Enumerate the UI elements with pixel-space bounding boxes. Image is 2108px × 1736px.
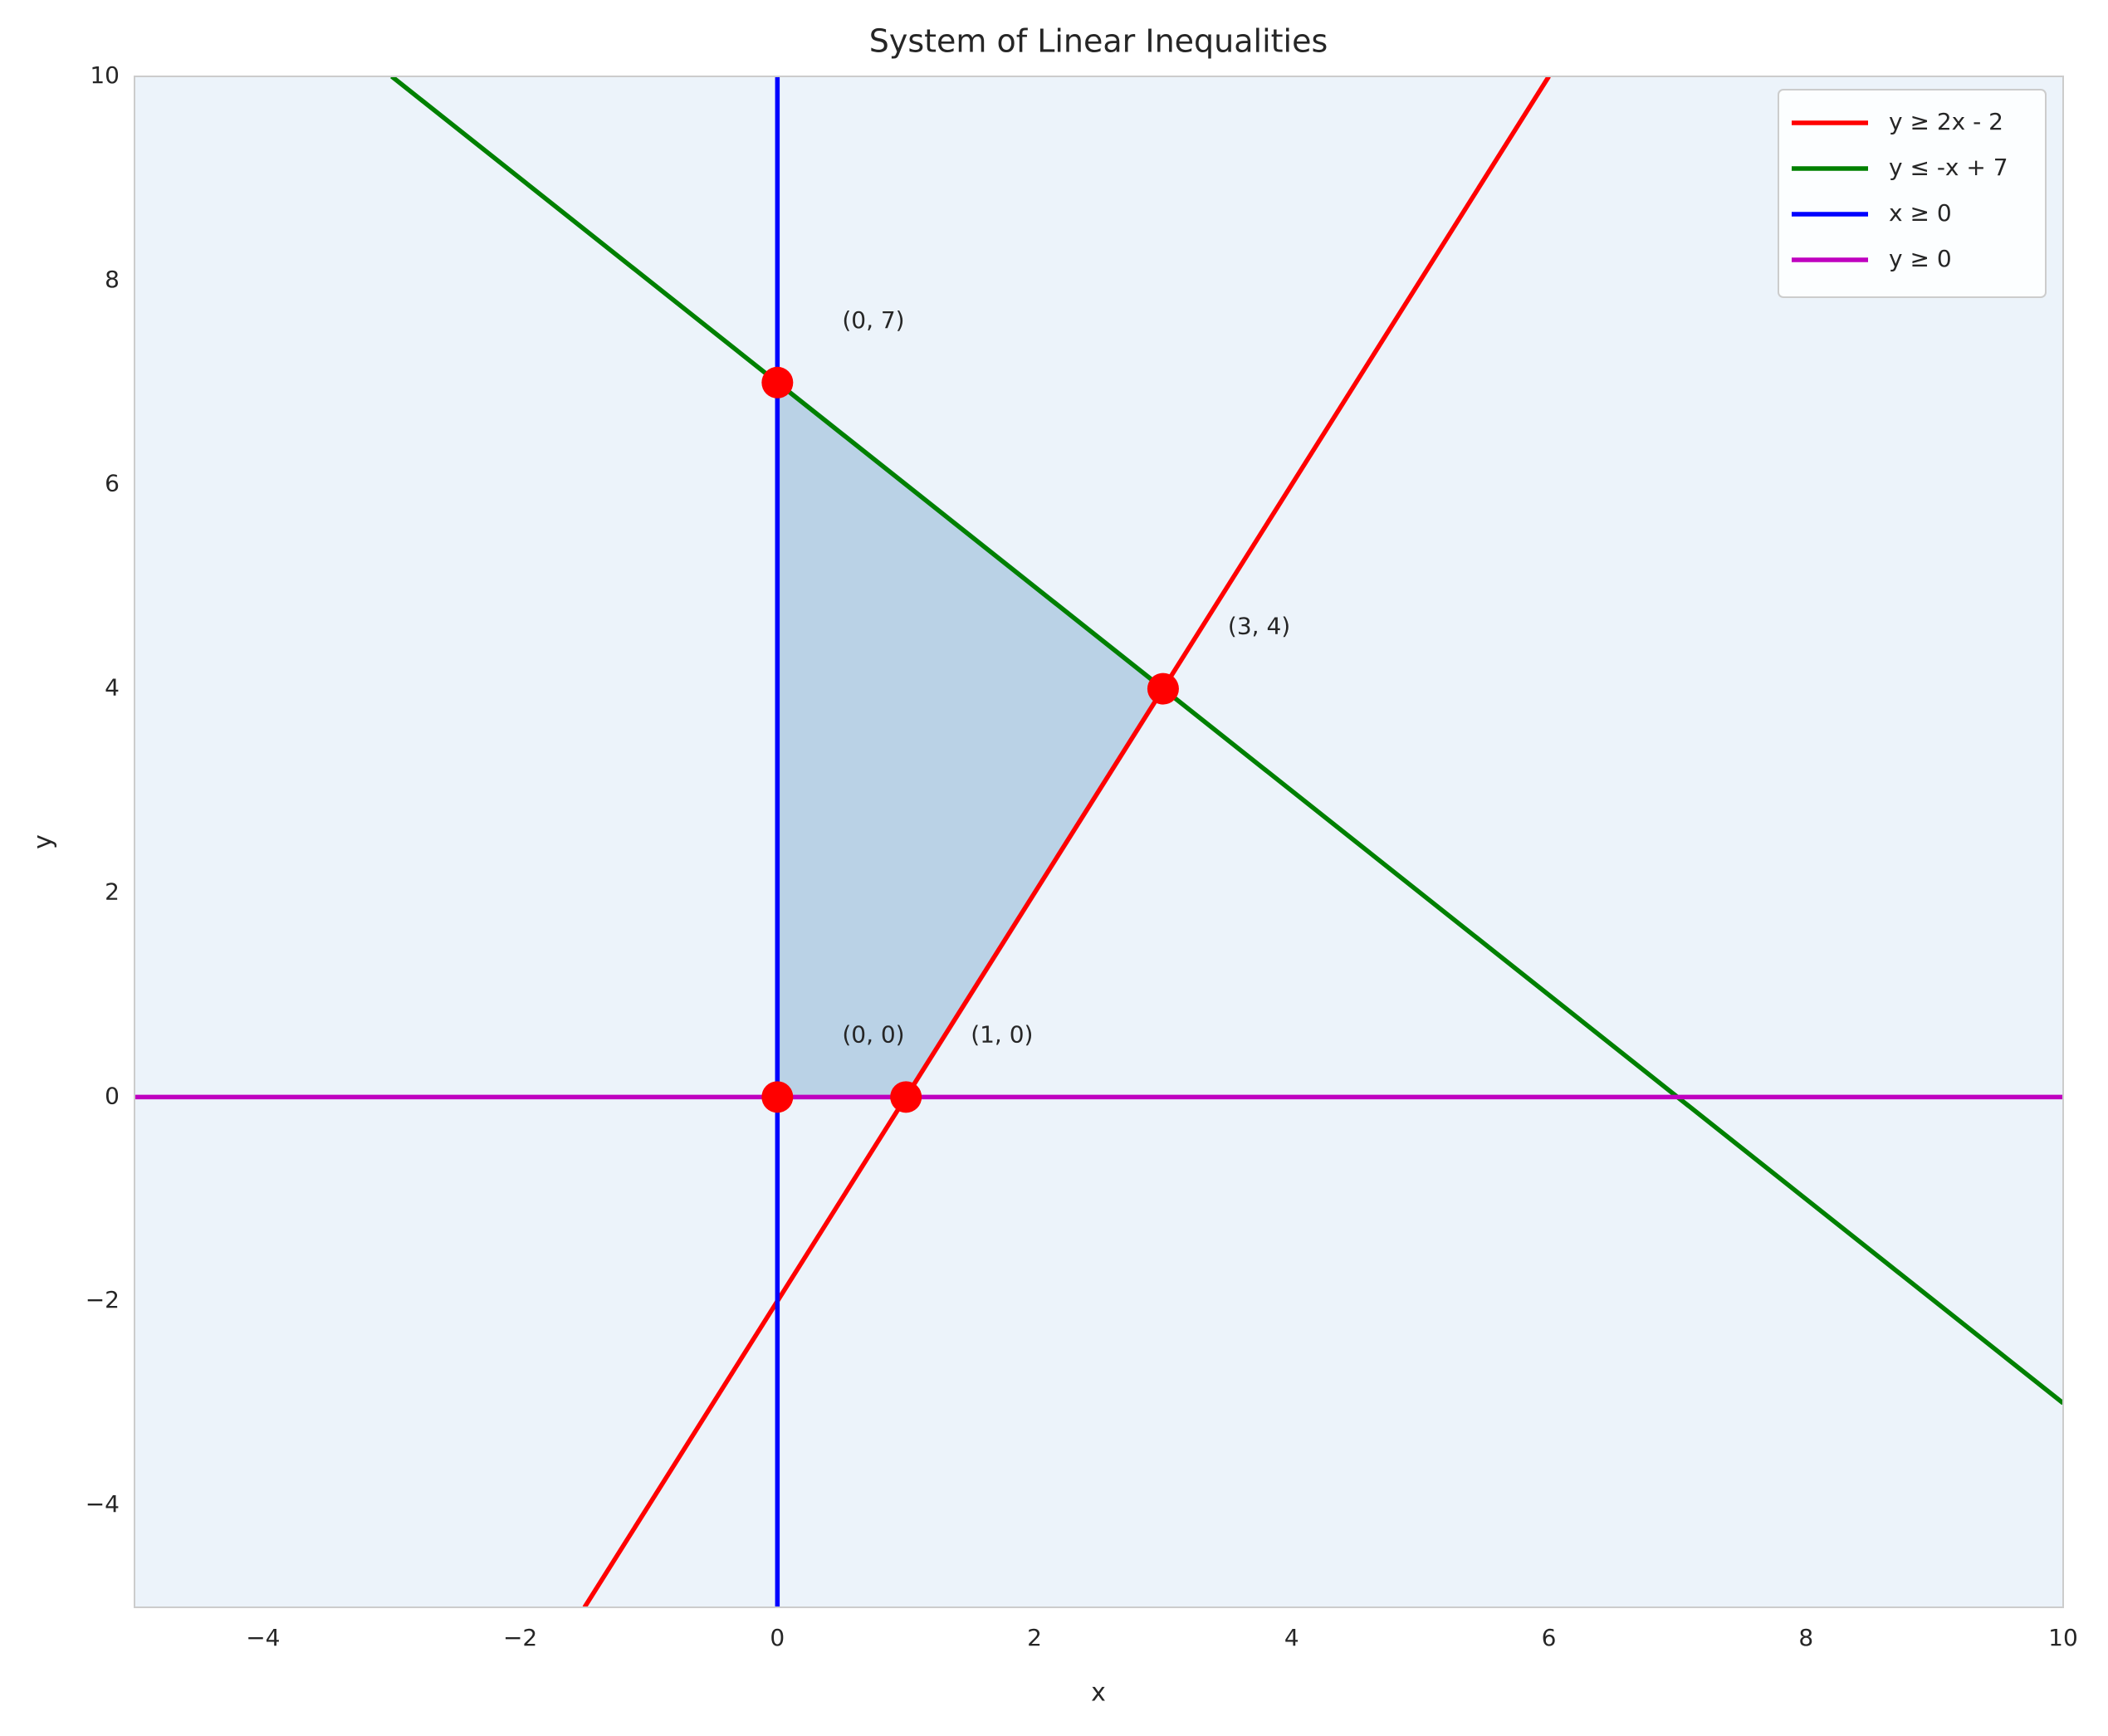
y-tick-label: 2 <box>105 878 120 905</box>
x-tick-label: 10 <box>2048 1624 2078 1651</box>
vertex-point <box>761 1081 794 1113</box>
vertex-point <box>1147 672 1179 705</box>
plot-frame <box>134 76 2064 1608</box>
x-tick-label: −2 <box>503 1624 537 1651</box>
legend-label: y ≥ 0 <box>1889 245 1952 272</box>
y-tick-label: 0 <box>105 1082 120 1109</box>
series-line <box>390 76 2063 1406</box>
y-tick-label: −2 <box>86 1286 120 1313</box>
x-axis-label: x <box>1091 1679 1106 1708</box>
y-axis-label: y <box>29 834 58 849</box>
vertex-label: (3, 4) <box>1228 613 1290 640</box>
series-line <box>582 76 1551 1607</box>
vertex-label: (1, 0) <box>971 1020 1033 1048</box>
y-tick-label: 6 <box>105 470 120 497</box>
vertex-point <box>761 366 794 399</box>
x-tick-label: −4 <box>246 1624 280 1651</box>
chart-title: System of Linear Inequalities <box>869 23 1328 60</box>
legend-label: x ≥ 0 <box>1889 199 1952 227</box>
legend-label: y ≥ 2x - 2 <box>1889 108 2003 135</box>
x-tick-label: 4 <box>1284 1624 1299 1651</box>
y-tick-label: 4 <box>105 674 120 702</box>
plot-layer <box>135 76 2063 1607</box>
y-tick-label: 10 <box>90 61 120 89</box>
y-tick-label: −4 <box>86 1490 120 1518</box>
legend-box <box>1778 89 2047 298</box>
x-tick-label: 2 <box>1027 1624 1042 1651</box>
vertex-label: (0, 0) <box>842 1020 904 1048</box>
y-tick-label: 8 <box>105 266 120 293</box>
legend-label: y ≤ -x + 7 <box>1889 154 2008 181</box>
plot-area <box>135 76 2063 1607</box>
vertex-point <box>890 1081 922 1113</box>
vertex-label: (0, 7) <box>842 306 904 334</box>
x-tick-label: 8 <box>1798 1624 1813 1651</box>
x-tick-label: 0 <box>770 1624 785 1651</box>
x-tick-label: 6 <box>1542 1624 1557 1651</box>
